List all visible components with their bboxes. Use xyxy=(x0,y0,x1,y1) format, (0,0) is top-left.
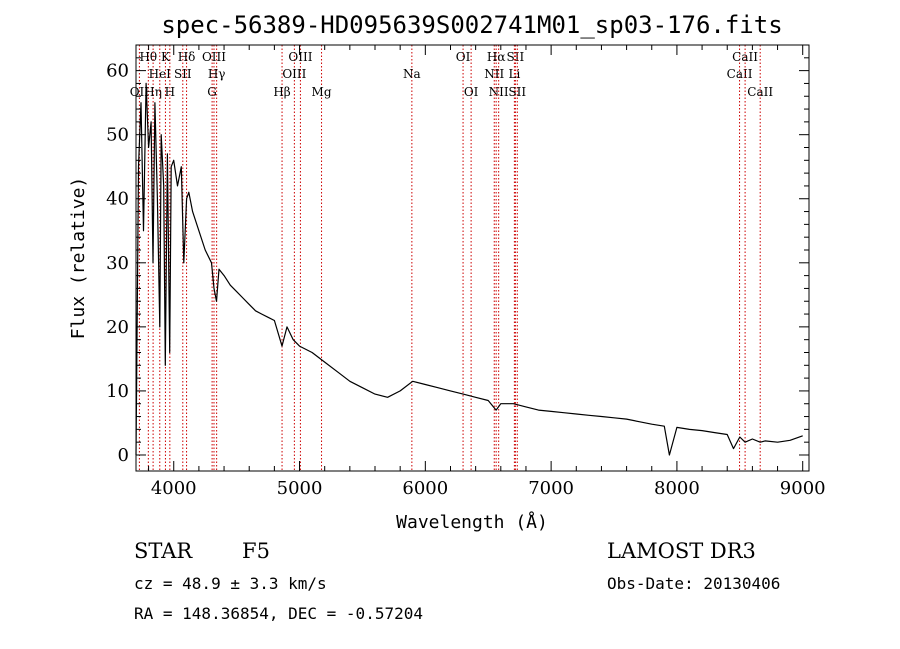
line-label-7: SII xyxy=(174,67,192,81)
plot-area xyxy=(135,82,803,456)
x-axis-label: Wavelength (Å) xyxy=(396,511,548,533)
line-label-0: OII xyxy=(130,85,150,99)
line-label-12: OIII xyxy=(282,67,306,81)
observation-date: Obs-Date: 20130406 xyxy=(607,574,781,593)
line-label-24: CaII xyxy=(727,67,753,81)
x-tick-label-9000: 9000 xyxy=(780,478,826,499)
line-label-2: Hη xyxy=(144,85,162,99)
x-axis: 4000 5000 6000 7000 8000 9000 xyxy=(148,45,826,499)
line-label-3: HeI xyxy=(149,67,172,81)
line-label-5: H xyxy=(165,85,175,99)
y-tick-label-30: 30 xyxy=(106,253,129,274)
line-label-1: Hθ xyxy=(139,50,157,64)
x-tick-label-5000: 5000 xyxy=(277,478,323,499)
redshift-readout: cz = 48.9 ± 3.3 km/s xyxy=(134,574,327,593)
y-tick-label-50: 50 xyxy=(106,125,129,146)
line-label-25: CaII xyxy=(732,50,758,64)
line-label-4: K xyxy=(161,50,171,64)
plot-frame xyxy=(135,44,810,472)
line-label-18: NII xyxy=(484,67,504,81)
line-label-17: OI xyxy=(464,85,479,99)
subclass: F5 xyxy=(242,539,270,563)
survey-name: LAMOST DR3 xyxy=(607,539,756,563)
y-tick-label-20: 20 xyxy=(106,317,129,338)
line-label-14: Mg xyxy=(312,85,332,99)
spectrum-line xyxy=(135,82,803,456)
x-tick-label-7000: 7000 xyxy=(528,478,574,499)
line-label-10: Hγ xyxy=(208,67,226,81)
coordinates: RA = 148.36854, DEC = -0.57204 xyxy=(134,604,423,623)
object-class: STAR xyxy=(134,539,193,563)
y-tick-label-60: 60 xyxy=(106,61,129,82)
x-tick-label-8000: 8000 xyxy=(654,478,700,499)
emission-line-markers: OII Hθ Hη HeI K H Hδ SII G OIII Hγ Hβ OIII OIII Mg Na OI… xyxy=(130,45,773,471)
y-tick-label-40: 40 xyxy=(106,189,129,210)
x-tick-label-6000: 6000 xyxy=(402,478,448,499)
y-axis-label: Flux (relative) xyxy=(68,177,89,340)
line-label-11: Hβ xyxy=(273,85,290,99)
line-label-23: SII xyxy=(508,85,526,99)
line-label-22: Li xyxy=(508,67,520,81)
line-label-9: OIII xyxy=(202,50,226,64)
line-label-19: NII xyxy=(489,85,509,99)
line-label-6: Hδ xyxy=(178,50,196,64)
line-label-8: G xyxy=(207,85,217,99)
x-tick-label-4000: 4000 xyxy=(151,478,197,499)
line-label-16: OI xyxy=(456,50,471,64)
line-label-26: CaII xyxy=(747,85,773,99)
y-tick-label-10: 10 xyxy=(106,381,129,402)
line-label-13: OIII xyxy=(288,50,312,64)
line-label-15: Na xyxy=(403,67,421,81)
line-label-20: Hα xyxy=(487,50,506,64)
chart-title: spec-56389-HD095639S002741M01_sp03-176.f… xyxy=(161,11,782,39)
line-label-21: SII xyxy=(507,50,525,64)
y-tick-label-0: 0 xyxy=(118,445,129,466)
y-axis: 0 10 20 30 40 50 60 xyxy=(106,57,809,466)
